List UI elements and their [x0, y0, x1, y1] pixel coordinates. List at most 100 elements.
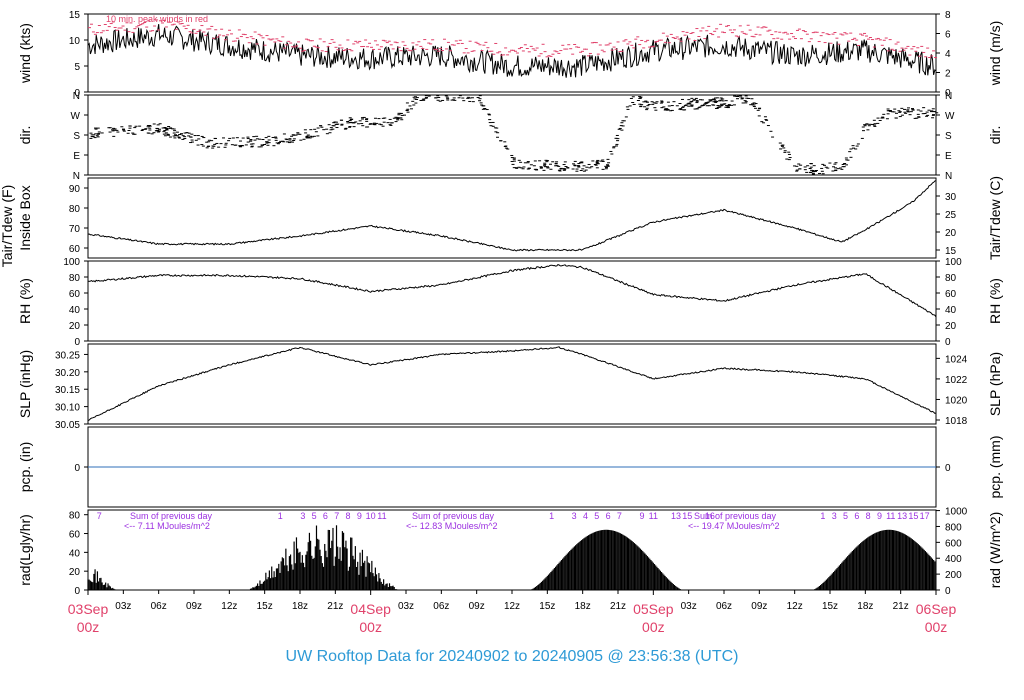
rad-ytick-label-left: 60 — [69, 530, 81, 541]
temp-ylabel-outer: Tair/Tdew (F) — [0, 185, 15, 267]
wind-ytick-label-right: 4 — [945, 49, 951, 60]
rad-hour-label: 5 — [312, 511, 317, 521]
temp-ylabel-left: Inside Box — [17, 185, 33, 250]
wind-ytick-label-right: 6 — [945, 30, 951, 41]
xaxis-tick-label: 21z — [327, 601, 343, 612]
slp-frame — [87, 343, 937, 425]
dir-ytick-label-right: E — [945, 151, 952, 162]
pcp-ytick-label-left: 0 — [74, 463, 80, 474]
slp-ytick-label-left: 30.05 — [55, 420, 80, 431]
rad-hour-label: 3 — [300, 511, 305, 521]
rh-ytick-label-right: 20 — [945, 321, 957, 332]
rad-hour-label: 17 — [920, 511, 930, 521]
rad-hour-label: 5 — [594, 511, 599, 521]
dir-ytick-label-right: N — [945, 91, 952, 102]
rh-ytick-label-left: 60 — [69, 289, 81, 300]
rh-ytick-label-right: 80 — [945, 273, 957, 284]
xaxis-tick-label: 03z — [681, 601, 697, 612]
rad-hour-label: 1 — [278, 511, 283, 521]
temp-ytick-label-left: 90 — [69, 184, 81, 195]
temp-ytick-label-left: 70 — [69, 224, 81, 235]
dir-ytick-label-left: E — [73, 151, 80, 162]
rad-ylabel-left: rad(Lgly/hr) — [17, 514, 33, 586]
rh-ytick-label-right: 60 — [945, 289, 957, 300]
rad-hour-label: 13 — [671, 511, 681, 521]
rad-sum-value: <-- 12.83 MJoules/m^2 — [406, 521, 498, 531]
rad-hour-label: 11 — [649, 511, 658, 521]
xaxis-date-day: 03Sep — [68, 601, 109, 617]
dir-ytick-label-right: W — [945, 111, 955, 122]
temp-line — [87, 180, 937, 252]
wind-ytick-label-left: 0 — [74, 88, 80, 99]
rad-ytick-label-right: 800 — [945, 522, 962, 533]
temp-ylabel-right: Tair/Tdew (C) — [987, 176, 1003, 260]
slp-ytick-label-left: 30.15 — [55, 385, 80, 396]
xaxis-tick-label: 06z — [716, 601, 732, 612]
rh-line — [87, 264, 937, 318]
xaxis-date-day: 05Sep — [633, 601, 674, 617]
xaxis-tick-label: 15z — [257, 601, 273, 612]
rad-hour-label: 11 — [886, 511, 895, 521]
wind-ytick-label-right: 8 — [945, 10, 951, 21]
rad-hour-label: 3 — [832, 511, 837, 521]
dir-ytick-label-left: N — [73, 171, 80, 182]
rh-frame — [87, 260, 937, 342]
slp-ytick-label-right: 1024 — [945, 354, 968, 365]
xaxis-tick-label: 15z — [539, 601, 555, 612]
wind-ylabel-left: wind (kts) — [17, 23, 33, 84]
xaxis-tick-label: 03z — [115, 601, 131, 612]
temp-ytick-label-right: 30 — [945, 192, 957, 203]
rad-ytick-label-right: 1000 — [945, 507, 968, 518]
rad-hour-label: 9 — [357, 511, 362, 521]
temp-ytick-label-right: 25 — [945, 210, 957, 221]
rad-hour-label: 16 — [705, 511, 715, 521]
rh-ylabel-left: RH (%) — [17, 278, 33, 324]
rad-hour-label: 11 — [377, 511, 386, 521]
rad-ytick-label-left: 20 — [69, 567, 81, 578]
slp-ylabel-left: SLP (inHg) — [17, 350, 33, 418]
rad-hour-label: 8 — [866, 511, 871, 521]
wind-ytick-label-right: 0 — [945, 88, 951, 99]
rad-ytick-label-right: 200 — [945, 570, 962, 581]
dir-ytick-label-left: W — [71, 111, 81, 122]
slp-ytick-label-left: 30.25 — [55, 350, 80, 361]
rh-ytick-label-left: 100 — [63, 257, 80, 268]
dir-ytick-label-left: N — [73, 91, 80, 102]
wind-ytick-label-left: 10 — [69, 36, 81, 47]
rad-hour-label: 4 — [583, 511, 588, 521]
rad-hour-label: 7 — [334, 511, 339, 521]
wind-annotation: 10 min. peak winds in red — [106, 14, 208, 24]
xaxis-tick-label: 21z — [610, 601, 626, 612]
wind-ytick-label-left: 15 — [69, 10, 81, 21]
rad-frame — [87, 509, 937, 591]
wind-ylabel-right: wind (m/s) — [987, 21, 1003, 87]
rad-hour-label: 9 — [640, 511, 645, 521]
rad-hour-label: 8 — [346, 511, 351, 521]
temp-frame — [87, 177, 937, 259]
rad-ytick-label-left: 0 — [74, 586, 80, 597]
rad-hour-label: 5 — [843, 511, 848, 521]
xaxis-tick-label: 18z — [575, 601, 591, 612]
xaxis-tick-label: 21z — [893, 601, 909, 612]
rad-sum-title: Sum of previous day — [412, 511, 495, 521]
pcp-ytick-label-right: 0 — [945, 463, 951, 474]
rh-ytick-label-left: 40 — [69, 305, 81, 316]
xaxis-tick-label: 18z — [292, 601, 308, 612]
temp-ytick-label-left: 80 — [69, 204, 81, 215]
rh-ytick-label-right: 100 — [945, 257, 962, 268]
rad-ytick-label-right: 400 — [945, 554, 962, 565]
xaxis-date-day: 06Sep — [916, 601, 957, 617]
rad-hour-label: 6 — [606, 511, 611, 521]
dir-ytick-label-left: S — [73, 131, 80, 142]
rad-hour-label: 7 — [617, 511, 622, 521]
rad-hour-label: 15 — [908, 511, 918, 521]
dir-ylabel-right: dir. — [987, 126, 1003, 145]
rad-hour-label: 6 — [323, 511, 328, 521]
rad-hour-label: 9 — [877, 511, 882, 521]
xaxis-tick-label: 15z — [822, 601, 838, 612]
xaxis-date-hour: 00z — [925, 619, 948, 635]
slp-ylabel-right: SLP (hPa) — [987, 352, 1003, 416]
rh-ylabel-right: RH (%) — [987, 278, 1003, 324]
